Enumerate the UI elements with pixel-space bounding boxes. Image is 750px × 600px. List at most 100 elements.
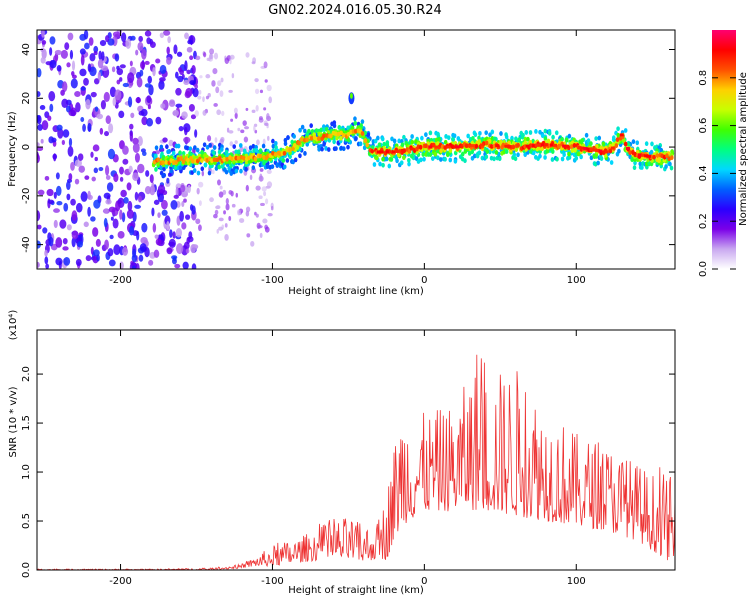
noise-mark — [103, 91, 110, 103]
spectrogram-cell — [339, 135, 343, 141]
noise-mark — [155, 58, 161, 64]
spectrogram-cell — [288, 154, 292, 160]
noise-mark — [47, 199, 55, 204]
spectrogram-cell — [159, 165, 163, 171]
noise-mark — [122, 82, 130, 88]
spectrogram-cell — [387, 163, 392, 169]
noise-mark — [213, 52, 219, 60]
spectrogram-ylabel: Frequency (Hz) — [7, 111, 18, 187]
noise-mark — [114, 102, 119, 109]
colorbar-label: Normalized spectral amplitude — [738, 72, 749, 226]
noise-mark — [127, 72, 135, 84]
noise-mark — [130, 35, 136, 41]
spectrogram-cell — [430, 156, 435, 161]
y-tick-label: 2.0 — [21, 366, 32, 382]
noise-mark — [184, 60, 188, 72]
spectrogram-peak — [534, 143, 539, 147]
spectrogram-cell — [576, 151, 581, 157]
noise-mark — [213, 103, 218, 107]
spectrogram-cell — [562, 152, 566, 158]
spectrogram-cell — [286, 135, 290, 140]
colorbar: 0.0 0.2 0.4 0.6 0.8 Normalized spectral ampl… — [698, 30, 749, 277]
noise-mark — [75, 102, 81, 113]
y-tick-label: 1.5 — [21, 415, 32, 431]
spectrogram-cell — [200, 149, 204, 155]
spectrogram-cell — [584, 132, 589, 138]
noise-mark — [216, 109, 222, 116]
noise-mark — [96, 254, 100, 262]
spectrogram-cell — [443, 156, 447, 162]
spectrogram-cell — [363, 138, 368, 143]
spectrogram-cell — [573, 147, 577, 153]
noise-mark — [53, 208, 60, 213]
spectrogram-cell — [188, 146, 193, 152]
spectrogram-cell — [543, 155, 547, 160]
noise-mark — [168, 139, 174, 147]
spectrogram-cell — [538, 153, 542, 159]
noise-mark — [246, 233, 251, 238]
noise-mark — [264, 79, 268, 83]
noise-mark — [261, 186, 267, 192]
noise-mark — [138, 35, 143, 43]
colorbar-tick-label: 0.2 — [698, 213, 709, 229]
spectrogram-cell — [492, 156, 496, 162]
spectrogram-cell — [586, 138, 591, 144]
spectrogram-cell — [632, 165, 637, 171]
chart-title: GN02.2024.016.05.30.R24 — [268, 3, 442, 18]
spectrogram-cell — [433, 151, 438, 157]
spectrogram-peak — [395, 149, 400, 153]
spectrogram-cell — [229, 171, 234, 176]
spectrogram-cell — [601, 141, 606, 147]
spectrogram-cell — [418, 144, 423, 150]
noise-mark — [69, 49, 74, 60]
noise-mark — [166, 56, 172, 65]
noise-mark — [87, 190, 91, 200]
snr-multiplier: (x10⁴) — [8, 310, 19, 341]
spectrogram-cell — [664, 164, 668, 169]
noise-mark — [159, 32, 165, 39]
noise-mark — [266, 181, 273, 188]
colorbar-tick-label: 0.0 — [698, 261, 709, 277]
noise-mark — [66, 224, 72, 231]
spectrogram-cell — [543, 136, 548, 141]
spectrogram-cell — [514, 136, 518, 142]
spectrogram-cell — [164, 159, 169, 165]
noise-mark — [105, 115, 112, 124]
spectrogram-cell — [543, 128, 548, 134]
noise-mark — [44, 175, 50, 181]
spectrogram-cell — [176, 143, 181, 149]
spectrogram-cell — [178, 150, 182, 156]
noise-mark — [105, 35, 110, 43]
noise-mark — [172, 231, 176, 239]
noise-mark — [45, 263, 50, 269]
noise-mark — [251, 109, 256, 113]
noise-mark — [41, 120, 49, 131]
noise-mark — [95, 238, 101, 247]
spectrogram-peak — [525, 144, 530, 148]
spectrogram-cell — [474, 143, 479, 149]
spectrogram-cell — [463, 149, 468, 154]
spectrogram-peak — [504, 144, 509, 148]
noise-mark — [88, 37, 94, 46]
noise-mark — [205, 74, 211, 79]
noise-mark — [198, 224, 202, 232]
noise-mark — [107, 148, 116, 160]
noise-mark — [259, 232, 263, 238]
spectrogram-cell — [326, 147, 331, 152]
spectrogram-cell — [251, 165, 256, 171]
spectrogram-cell — [244, 166, 248, 172]
noise-mark — [83, 77, 89, 86]
noise-mark — [48, 236, 54, 247]
noise-mark — [237, 127, 241, 132]
spectrogram-cell — [179, 156, 183, 161]
noise-mark — [54, 49, 62, 56]
spectrogram-cell — [372, 162, 377, 167]
spectrogram-cell — [362, 145, 367, 151]
noise-mark — [37, 261, 40, 268]
noise-mark — [172, 109, 179, 117]
spectrogram-cell — [497, 156, 502, 162]
spectrogram-peak — [586, 147, 591, 151]
noise-mark — [209, 197, 214, 203]
noise-mark — [187, 39, 193, 45]
noise-mark — [56, 124, 63, 131]
